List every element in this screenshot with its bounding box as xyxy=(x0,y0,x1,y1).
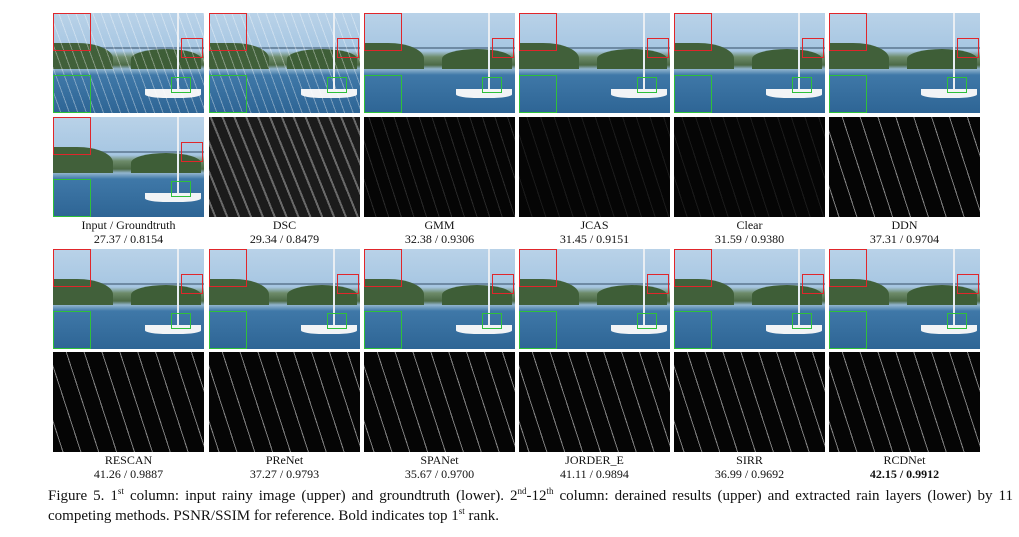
derained-image xyxy=(364,249,515,349)
rain-layer-image xyxy=(209,117,360,217)
score-label: 41.26 / 0.9887 xyxy=(93,467,164,481)
derained-image xyxy=(829,13,980,113)
score-label: 31.45 / 0.9151 xyxy=(559,232,630,246)
rain-layer-image xyxy=(209,352,360,452)
derained-image xyxy=(53,249,204,349)
rainy-input-image xyxy=(53,13,204,113)
rain-layer-image xyxy=(364,352,515,452)
rain-layer-image xyxy=(674,352,825,452)
score-label: 29.34 / 0.8479 xyxy=(249,232,320,246)
score-label: 32.38 / 0.9306 xyxy=(404,232,475,246)
rain-layer-image xyxy=(364,117,515,217)
caption-sup: st xyxy=(458,506,465,516)
rain-layer-image xyxy=(519,117,670,217)
method-label: RCDNet xyxy=(883,453,926,467)
figure-caption: Figure 5. 1st column: input rainy image … xyxy=(48,486,1013,526)
derained-image xyxy=(364,13,515,113)
caption-text: -12 xyxy=(526,488,547,504)
rain-layer-image xyxy=(829,352,980,452)
method-label: GMM xyxy=(424,218,455,232)
derained-image xyxy=(209,13,360,113)
derained-image xyxy=(674,249,825,349)
method-label: DDN xyxy=(891,218,918,232)
method-label: DSC xyxy=(272,218,297,232)
rain-layer-image xyxy=(829,117,980,217)
derained-image xyxy=(519,13,670,113)
groundtruth-image xyxy=(53,117,204,217)
method-label: JCAS xyxy=(580,218,609,232)
caption-sup: st xyxy=(117,486,124,496)
derained-image xyxy=(829,249,980,349)
derained-image xyxy=(209,249,360,349)
score-label: 36.99 / 0.9692 xyxy=(714,467,785,481)
caption-text: column: derained results (upper) and ext… xyxy=(48,488,1013,524)
rain-layer-image xyxy=(53,352,204,452)
method-label: Clear xyxy=(736,218,763,232)
score-label: 35.67 / 0.9700 xyxy=(404,467,475,481)
method-label: PReNet xyxy=(265,453,304,467)
derained-image xyxy=(674,13,825,113)
derained-image xyxy=(519,249,670,349)
method-label: RESCAN xyxy=(104,453,153,467)
rain-layer-image xyxy=(674,117,825,217)
method-label: SIRR xyxy=(736,453,763,467)
caption-prefix: Figure 5. 1 xyxy=(48,488,118,504)
caption-text: column: input rainy image (upper) and gr… xyxy=(123,488,518,504)
score-label: 37.31 / 0.9704 xyxy=(869,232,940,246)
method-label: SPANet xyxy=(420,453,459,467)
rain-layer-image xyxy=(519,352,670,452)
score-label: 41.11 / 0.9894 xyxy=(560,467,629,481)
score-label: 37.27 / 0.9793 xyxy=(249,467,320,481)
caption-text: rank. xyxy=(464,508,499,524)
score-label: 31.59 / 0.9380 xyxy=(714,232,785,246)
score-label: 27.37 / 0.8154 xyxy=(93,232,164,246)
method-label: JORDER_E xyxy=(565,453,624,467)
score-label-best: 42.15 / 0.9912 xyxy=(869,467,940,481)
caption-sup: nd xyxy=(517,486,527,496)
method-label: Input / Groundtruth xyxy=(81,218,176,232)
caption-sup: th xyxy=(546,486,554,496)
